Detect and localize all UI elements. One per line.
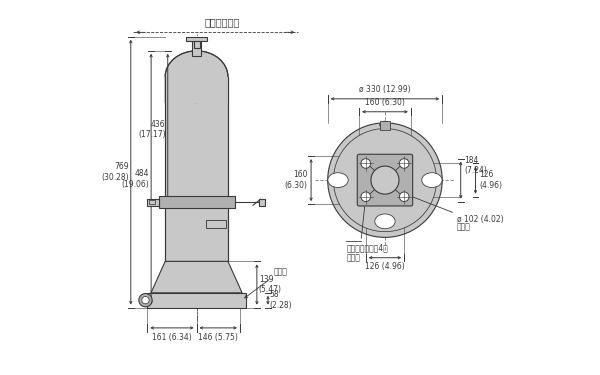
Bar xyxy=(165,76,228,261)
FancyBboxPatch shape xyxy=(357,154,413,206)
Text: 出油口: 出油口 xyxy=(457,223,471,232)
Bar xyxy=(148,293,246,308)
Circle shape xyxy=(371,166,399,194)
Circle shape xyxy=(361,192,371,201)
Text: 126
(4.96): 126 (4.96) xyxy=(479,170,502,190)
Ellipse shape xyxy=(375,214,395,229)
Bar xyxy=(148,199,158,206)
Bar xyxy=(158,196,235,208)
Polygon shape xyxy=(151,261,242,293)
Bar xyxy=(380,121,390,130)
Bar xyxy=(259,199,265,206)
Text: 436
(17.17): 436 (17.17) xyxy=(138,120,166,139)
Bar xyxy=(194,41,200,48)
Ellipse shape xyxy=(165,51,228,102)
Text: 184
(7.24): 184 (7.24) xyxy=(464,156,487,176)
Text: 126 (4.96): 126 (4.96) xyxy=(365,262,405,271)
Text: 139
(5.47): 139 (5.47) xyxy=(259,275,282,294)
Text: 484
(19.06): 484 (19.06) xyxy=(121,170,149,189)
Circle shape xyxy=(139,294,152,307)
Circle shape xyxy=(400,192,409,201)
Ellipse shape xyxy=(328,173,348,188)
Text: 以毫米为单位: 以毫米为单位 xyxy=(205,17,240,27)
Text: ø 330 (12.99): ø 330 (12.99) xyxy=(359,86,411,94)
Bar xyxy=(206,220,226,228)
Circle shape xyxy=(328,123,442,237)
Text: 160
(6.30): 160 (6.30) xyxy=(284,170,307,190)
Text: 进油口: 进油口 xyxy=(273,267,287,276)
Text: 161 (6.34): 161 (6.34) xyxy=(152,333,192,342)
Ellipse shape xyxy=(380,122,390,128)
Text: 160 (6.30): 160 (6.30) xyxy=(365,98,405,107)
Circle shape xyxy=(400,159,409,168)
Bar xyxy=(192,41,201,56)
Circle shape xyxy=(334,129,437,232)
Text: 146 (5.75): 146 (5.75) xyxy=(198,333,238,342)
Bar xyxy=(164,76,229,102)
Circle shape xyxy=(142,297,149,304)
Ellipse shape xyxy=(422,173,442,188)
Text: 769
(30.28): 769 (30.28) xyxy=(101,162,129,182)
Text: 58
(2.28): 58 (2.28) xyxy=(270,291,292,310)
Bar xyxy=(149,200,155,204)
Circle shape xyxy=(361,159,371,168)
Text: 用以安装螺纹的4个
螺丝孔: 用以安装螺纹的4个 螺丝孔 xyxy=(346,243,388,262)
Text: ø 102 (4.02): ø 102 (4.02) xyxy=(457,215,503,224)
Bar xyxy=(187,37,207,41)
